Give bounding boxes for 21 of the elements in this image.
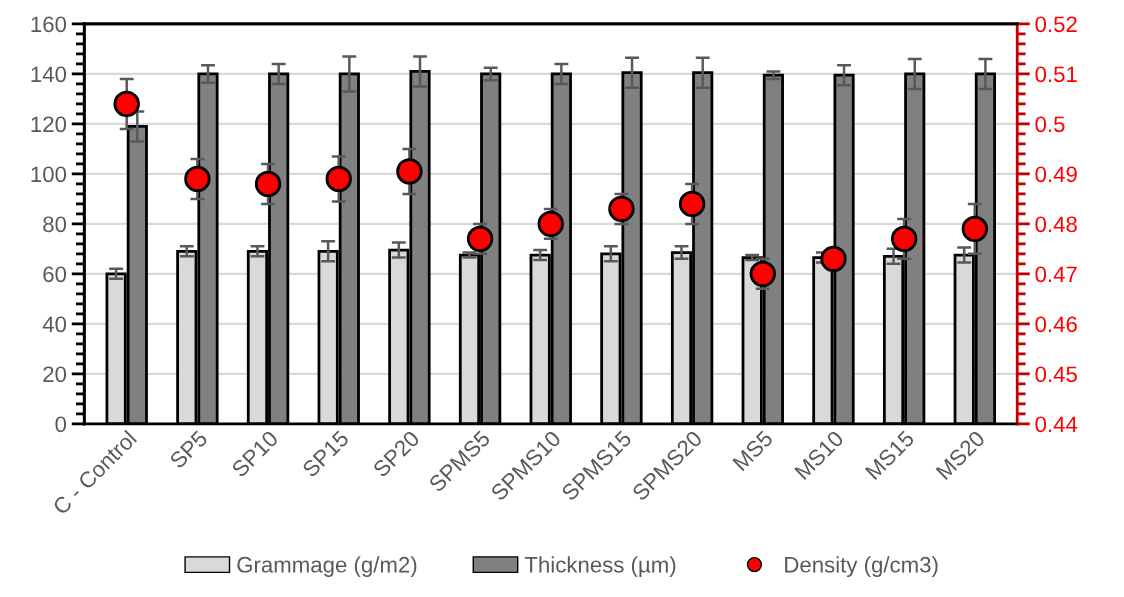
y-tick-label: 160	[31, 16, 67, 33]
y-tick-label: 0	[55, 416, 67, 433]
y-tick-label: 40	[42, 316, 67, 333]
y2-tick-label: 0.46	[1035, 316, 1077, 333]
y2-tick-label: 0.44	[1035, 416, 1078, 433]
y2-tick-label: 0.48	[1035, 216, 1077, 233]
y2-tick-label: 0.5	[1035, 116, 1065, 133]
legend-label: Density (g/cm3)	[785, 556, 938, 577]
legend-label: Grammage (g/m2)	[237, 556, 417, 577]
y-tick-label: 100	[31, 166, 67, 183]
y2-tick-label: 0.51	[1035, 66, 1077, 83]
legend-label: Thickness (µm)	[524, 556, 676, 577]
y2-tick-label: 0.49	[1035, 166, 1077, 183]
y-tick-label: 60	[43, 266, 67, 283]
y-tick-label: 120	[31, 116, 67, 133]
y-tick-label: 20	[43, 366, 67, 383]
y-tick-label: 140	[31, 66, 67, 83]
y2-tick-label: 0.45	[1035, 366, 1077, 383]
y2-tick-label: 0.47	[1035, 266, 1077, 283]
y2-tick-label: 0.52	[1035, 16, 1077, 33]
y-tick-label: 80	[43, 216, 67, 233]
